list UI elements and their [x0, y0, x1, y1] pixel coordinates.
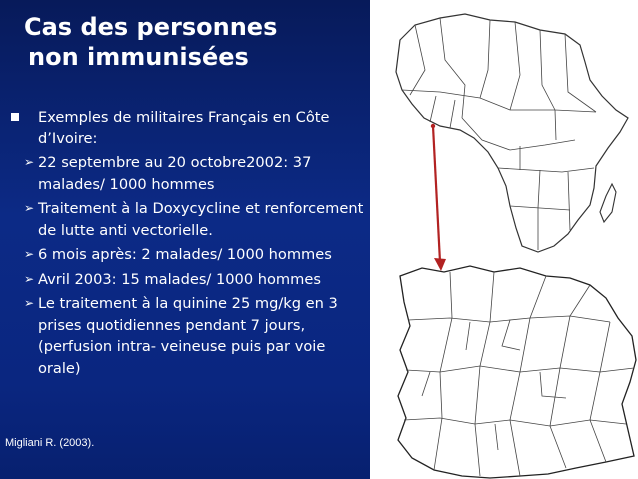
citation: Migliani R. (2003).	[5, 437, 95, 449]
sub-bullet-text: Traitement à la Doxycycline et renforcem…	[38, 200, 364, 239]
africa-borders	[401, 17, 597, 250]
sub-bullet-text: Avril 2003: 15 malades/ 1000 hommes	[38, 270, 321, 288]
slide-title: Cas des personnes non immunisées	[24, 12, 364, 72]
red-arrow-icon	[430, 123, 446, 271]
maps-illustration	[395, 13, 637, 479]
bullet-list: Exemples de militaires Français en Côte …	[8, 107, 366, 379]
madagascar-map	[599, 182, 617, 224]
arrowhead-bullet-icon: ➢	[24, 247, 35, 261]
arrowhead-bullet-icon: ➢	[24, 201, 35, 215]
main-bullet-text: Exemples de militaires Français en Côte …	[38, 109, 330, 147]
square-bullet-icon	[11, 113, 19, 121]
sub-bullet-text: Le traitement à la quinine 25 mg/kg en 3…	[38, 295, 338, 377]
sub-bullet-text: 22 septembre au 20 octobre2002: 37 malad…	[38, 154, 312, 193]
africa-map	[395, 13, 629, 253]
sub-bullet: ➢ 22 septembre au 20 octobre2002: 37 mal…	[8, 152, 366, 195]
arrowhead-bullet-icon: ➢	[24, 296, 35, 310]
title-line-2: non immunisées	[28, 43, 249, 71]
slide-content-panel: Cas des personnes non immunisées Exemple…	[0, 0, 370, 479]
cote-divoire-regions	[403, 271, 635, 477]
map-area	[370, 0, 638, 479]
main-bullet: Exemples de militaires Français en Côte …	[8, 107, 366, 149]
sub-bullet-text: 6 mois après: 2 malades/ 1000 hommes	[38, 246, 332, 263]
sub-bullet: ➢ Traitement à la Doxycycline et renforc…	[8, 198, 366, 241]
arrowhead-bullet-icon: ➢	[24, 271, 35, 286]
sub-bullet: ➢ Le traitement à la quinine 25 mg/kg en…	[8, 293, 366, 379]
sub-bullet: ➢ Avril 2003: 15 malades/ 1000 hommes	[8, 269, 366, 291]
arrowhead-bullet-icon: ➢	[24, 155, 35, 169]
sub-bullet: ➢ 6 mois après: 2 malades/ 1000 hommes	[8, 244, 366, 266]
title-line-1: Cas des personnes	[24, 13, 278, 41]
